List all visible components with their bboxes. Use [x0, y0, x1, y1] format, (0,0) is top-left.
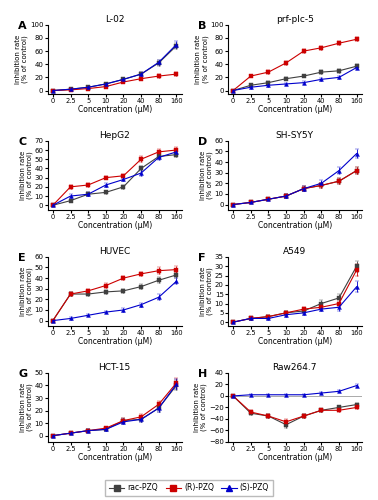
X-axis label: Concentration (μM): Concentration (μM) — [77, 222, 152, 230]
Title: A549: A549 — [283, 247, 307, 256]
Text: D: D — [198, 138, 208, 147]
X-axis label: Concentration (μM): Concentration (μM) — [77, 106, 152, 114]
Y-axis label: Inhibition rate
(% of control): Inhibition rate (% of control) — [20, 150, 33, 200]
Text: C: C — [18, 138, 26, 147]
Y-axis label: Inhibition rate
(% of control): Inhibition rate (% of control) — [15, 34, 28, 84]
Text: G: G — [18, 370, 27, 380]
Y-axis label: Inhibition rate
(% of control): Inhibition rate (% of control) — [20, 267, 33, 316]
X-axis label: Concentration (μM): Concentration (μM) — [258, 106, 332, 114]
X-axis label: Concentration (μM): Concentration (μM) — [77, 454, 152, 462]
Text: B: B — [198, 22, 207, 32]
Title: HepG2: HepG2 — [99, 131, 130, 140]
Y-axis label: Inhibition rate
(% of control): Inhibition rate (% of control) — [20, 383, 33, 432]
Title: prf-plc-5: prf-plc-5 — [276, 15, 314, 24]
Y-axis label: Inhibition rate
(% of control): Inhibition rate (% of control) — [200, 150, 213, 200]
Title: HUVEC: HUVEC — [99, 247, 130, 256]
Text: E: E — [18, 254, 26, 264]
X-axis label: Concentration (μM): Concentration (μM) — [258, 454, 332, 462]
Text: F: F — [198, 254, 206, 264]
Title: Raw264.7: Raw264.7 — [273, 363, 317, 372]
Title: HCT-15: HCT-15 — [99, 363, 131, 372]
Text: A: A — [18, 22, 27, 32]
Title: L-02: L-02 — [105, 15, 124, 24]
Text: H: H — [198, 370, 208, 380]
X-axis label: Concentration (μM): Concentration (μM) — [77, 338, 152, 346]
X-axis label: Concentration (μM): Concentration (μM) — [258, 338, 332, 346]
X-axis label: Concentration (μM): Concentration (μM) — [258, 222, 332, 230]
Title: SH-SY5Y: SH-SY5Y — [276, 131, 314, 140]
Legend: rac-PZQ, (R)-PZQ, (S)-PZQ: rac-PZQ, (R)-PZQ, (S)-PZQ — [105, 480, 273, 496]
Y-axis label: Inhibition rate
(% of control): Inhibition rate (% of control) — [194, 383, 208, 432]
Y-axis label: Inhibition rate
(% of control): Inhibition rate (% of control) — [195, 34, 209, 84]
Y-axis label: Inhibition rate
(% of control): Inhibition rate (% of control) — [200, 267, 213, 316]
